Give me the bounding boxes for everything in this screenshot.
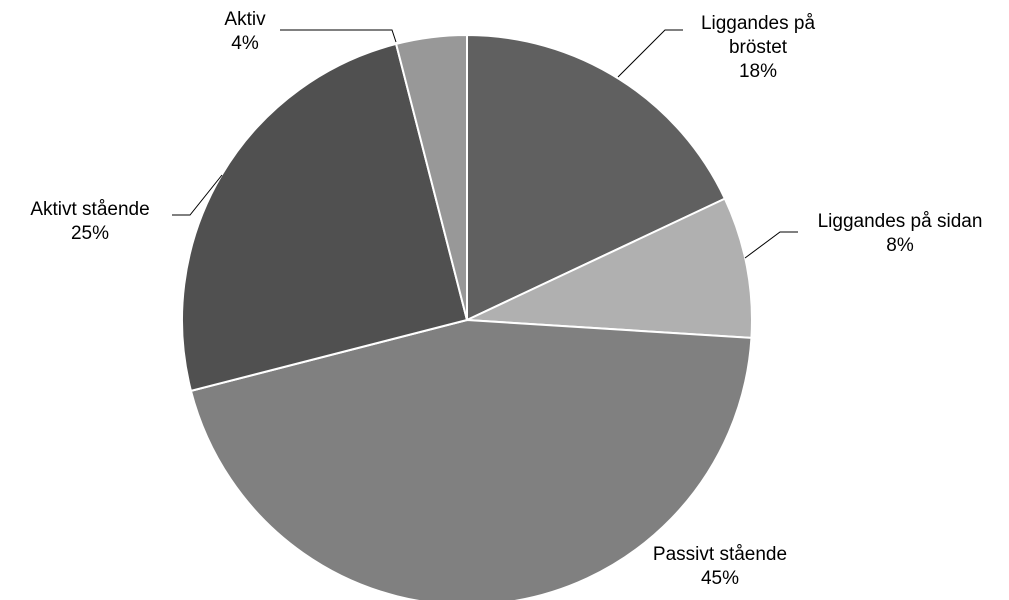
- slice-label: Aktiv 4%: [200, 8, 290, 56]
- value-label: 18%: [738, 61, 778, 82]
- category-label: Passivt stående: [652, 544, 788, 565]
- slices: [181, 33, 753, 600]
- leader-line: [172, 174, 223, 216]
- value-label: 4%: [231, 33, 259, 54]
- pie-slice: [466, 33, 727, 322]
- pie-slice: [394, 33, 468, 321]
- pie-slice: [466, 197, 753, 339]
- pie-slice: [189, 318, 753, 600]
- category-label: Aktiv: [224, 9, 266, 30]
- category-label: Liggandes på sidan: [817, 211, 983, 232]
- value-label: 25%: [70, 223, 110, 244]
- leader-line: [280, 29, 397, 43]
- leader-line: [617, 29, 683, 78]
- category-label: Liggandes på bröstet: [700, 13, 816, 58]
- value-label: 8%: [886, 235, 914, 256]
- value-label: 45%: [700, 568, 740, 589]
- slice-label: Passivt stående 45%: [620, 543, 820, 591]
- slice-label: Liggandes på bröstet 18%: [688, 12, 828, 84]
- category-label: Aktivt stående: [30, 199, 150, 220]
- slice-label: Aktivt stående 25%: [0, 198, 180, 246]
- slice-label: Liggandes på sidan 8%: [790, 210, 1009, 258]
- leader-line: [744, 231, 798, 259]
